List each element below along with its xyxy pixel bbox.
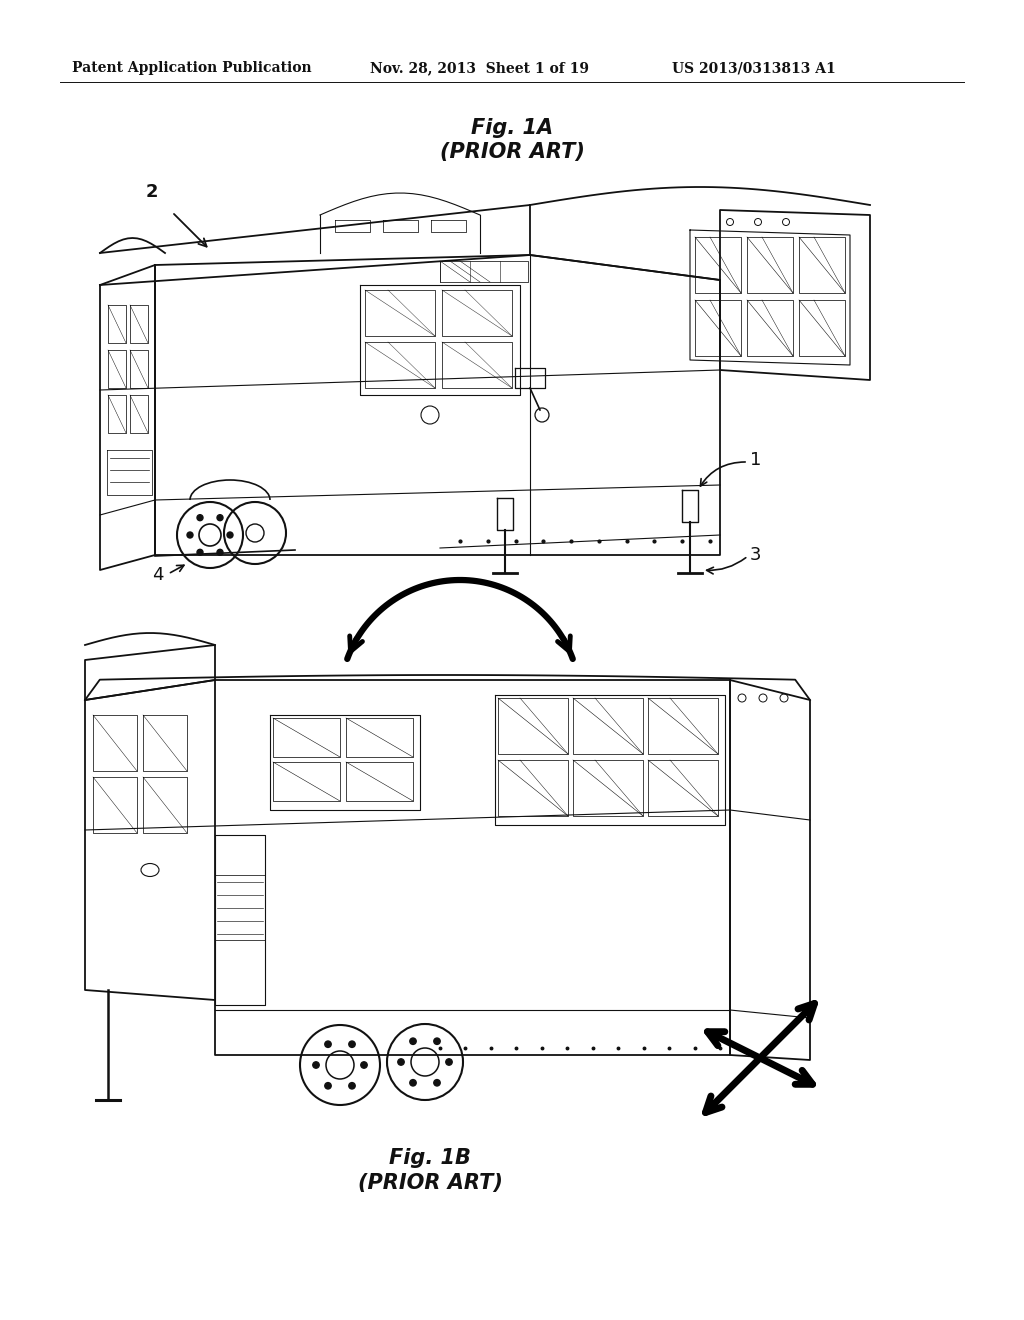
Circle shape: [434, 1080, 440, 1086]
Circle shape: [325, 1041, 331, 1047]
Text: 3: 3: [750, 546, 762, 564]
Circle shape: [312, 1061, 319, 1068]
Text: Fig. 1B: Fig. 1B: [389, 1148, 471, 1168]
Circle shape: [445, 1059, 453, 1065]
Circle shape: [349, 1041, 355, 1047]
Circle shape: [349, 1082, 355, 1089]
Text: (PRIOR ART): (PRIOR ART): [357, 1173, 503, 1193]
Text: Fig. 1A: Fig. 1A: [471, 117, 553, 139]
Circle shape: [217, 515, 223, 520]
Text: Nov. 28, 2013  Sheet 1 of 19: Nov. 28, 2013 Sheet 1 of 19: [370, 61, 589, 75]
Text: 2: 2: [145, 183, 159, 201]
Circle shape: [360, 1061, 368, 1068]
Circle shape: [217, 549, 223, 556]
Circle shape: [187, 532, 193, 539]
Circle shape: [397, 1059, 404, 1065]
Text: (PRIOR ART): (PRIOR ART): [439, 143, 585, 162]
Circle shape: [197, 549, 203, 556]
Circle shape: [197, 515, 203, 520]
Circle shape: [410, 1038, 416, 1044]
Circle shape: [227, 532, 233, 539]
Text: 1: 1: [750, 451, 762, 469]
Text: US 2013/0313813 A1: US 2013/0313813 A1: [672, 61, 836, 75]
Text: Patent Application Publication: Patent Application Publication: [72, 61, 311, 75]
Circle shape: [434, 1038, 440, 1044]
Text: 4: 4: [153, 566, 164, 583]
Circle shape: [410, 1080, 416, 1086]
Circle shape: [325, 1082, 331, 1089]
